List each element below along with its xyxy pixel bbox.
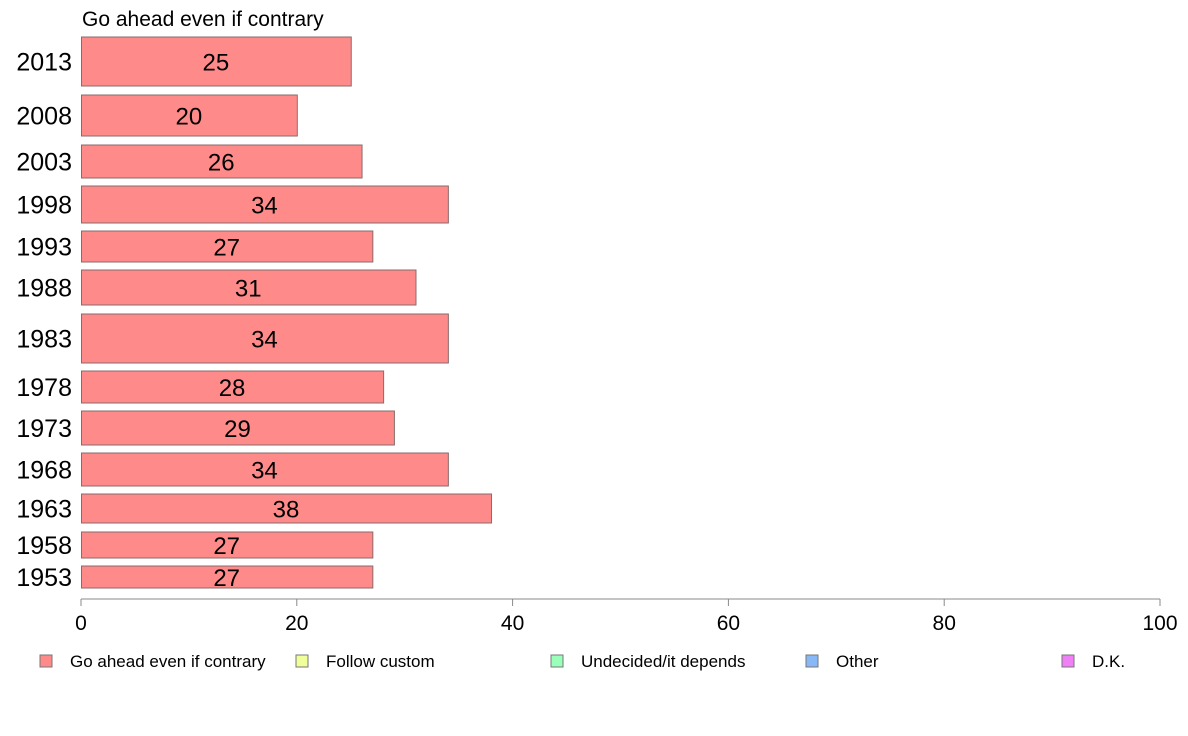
value-label-1953: 27 bbox=[213, 565, 240, 592]
year-label-2003: 2003 bbox=[16, 149, 72, 177]
year-label-1978: 1978 bbox=[16, 374, 72, 402]
bar-1988 bbox=[81, 269, 417, 306]
value-label-1958: 27 bbox=[213, 533, 240, 560]
legend-label-4: Other bbox=[836, 652, 879, 671]
value-label-2008: 20 bbox=[176, 104, 203, 131]
year-label-1953: 1953 bbox=[16, 564, 72, 592]
bar-1973 bbox=[81, 410, 395, 446]
year-label-1963: 1963 bbox=[16, 496, 72, 524]
bar-1998 bbox=[81, 185, 449, 224]
bar-1958 bbox=[81, 531, 374, 559]
year-label-1958: 1958 bbox=[16, 532, 72, 560]
legend-label-5: D.K. bbox=[1092, 652, 1125, 671]
bars-group: 2013 25 2008 20 2003 26 1998 34 1993 27 1988 31 1983… bbox=[16, 36, 493, 592]
value-label-1973: 29 bbox=[224, 416, 251, 443]
year-label-1968: 1968 bbox=[16, 457, 72, 485]
bar-1953 bbox=[81, 565, 374, 589]
value-label-2003: 26 bbox=[208, 150, 235, 177]
bar-1963 bbox=[81, 493, 493, 524]
value-label-1983: 34 bbox=[251, 327, 278, 354]
year-label-2008: 2008 bbox=[16, 103, 72, 131]
legend: Go ahead even if contrary Follow custom Un… bbox=[39, 652, 1125, 671]
legend-swatch-1 bbox=[39, 654, 53, 668]
value-label-1993: 27 bbox=[213, 235, 240, 262]
legend-swatch-2 bbox=[295, 654, 309, 668]
legend-label-3: Undecided/it depends bbox=[581, 652, 745, 671]
year-label-2013: 2013 bbox=[16, 49, 72, 77]
bar-1978 bbox=[81, 370, 385, 404]
x-tick-label-20: 20 bbox=[285, 612, 308, 635]
x-tick-label-40: 40 bbox=[501, 612, 524, 635]
value-label-1978: 28 bbox=[219, 375, 246, 402]
value-label-1963: 38 bbox=[273, 497, 300, 524]
legend-swatch-3 bbox=[550, 654, 564, 668]
x-tick-label-60: 60 bbox=[717, 612, 740, 635]
bar-2013 bbox=[81, 36, 352, 87]
legend-swatch-4 bbox=[805, 654, 819, 668]
value-label-1988: 31 bbox=[235, 276, 262, 303]
bar-1983 bbox=[81, 313, 449, 364]
bar-2003 bbox=[81, 144, 363, 179]
bar-1968 bbox=[81, 452, 449, 487]
legend-label-2: Follow custom bbox=[326, 652, 435, 671]
bar-1993 bbox=[81, 230, 374, 263]
series-title: Go ahead even if contrary bbox=[82, 8, 324, 31]
year-label-1983: 1983 bbox=[16, 326, 72, 354]
x-axis: 0 20 40 60 80 100 bbox=[75, 598, 1178, 635]
year-label-1993: 1993 bbox=[16, 234, 72, 262]
year-label-1988: 1988 bbox=[16, 275, 72, 303]
value-label-1998: 34 bbox=[251, 193, 278, 220]
x-tick-label-0: 0 bbox=[75, 612, 87, 635]
value-label-2013: 25 bbox=[203, 50, 230, 77]
x-tick-label-80: 80 bbox=[933, 612, 956, 635]
value-label-1968: 34 bbox=[251, 458, 278, 485]
bar-2008 bbox=[81, 94, 298, 137]
x-tick-label-100: 100 bbox=[1142, 612, 1177, 635]
year-label-1973: 1973 bbox=[16, 415, 72, 443]
legend-swatch-5 bbox=[1061, 654, 1075, 668]
legend-label-1: Go ahead even if contrary bbox=[70, 652, 266, 671]
year-label-1998: 1998 bbox=[16, 192, 72, 220]
